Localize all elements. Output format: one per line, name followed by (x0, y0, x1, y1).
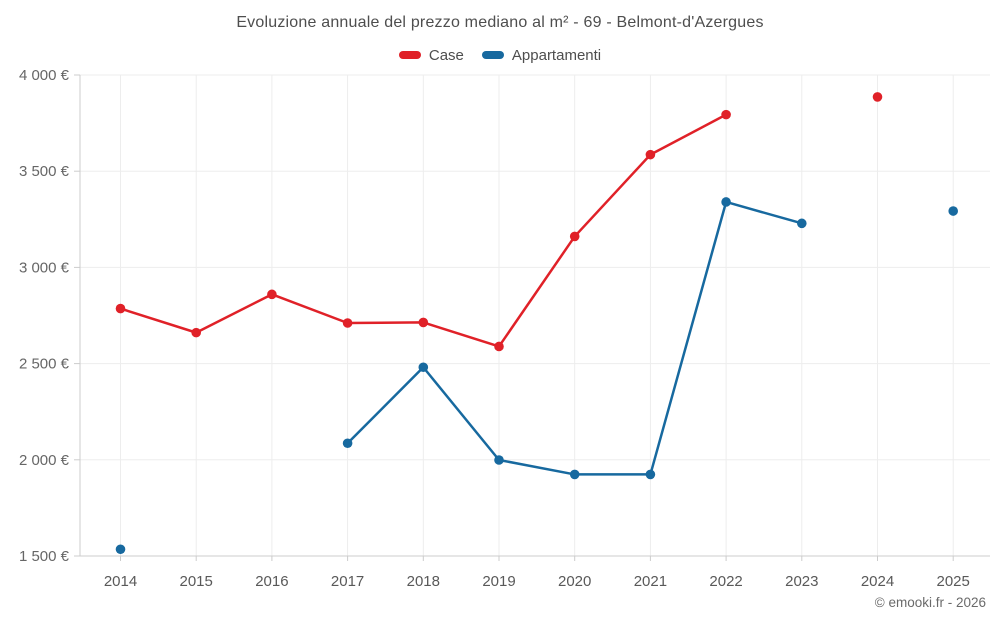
case-point-2014[interactable] (115, 303, 126, 314)
case-point-2017[interactable] (342, 318, 353, 328)
y-tick-label: 2 000 € (19, 452, 70, 469)
appartamenti-point-2018[interactable] (418, 362, 429, 373)
x-tick-label: 2015 (180, 573, 213, 590)
appartamenti-point-2025[interactable] (948, 206, 958, 216)
legend-item-appartamenti[interactable]: Appartamenti (481, 46, 602, 64)
appartamenti-point-2019[interactable] (494, 455, 504, 465)
x-tick-label: 2024 (861, 573, 894, 590)
x-tick-label: 2023 (785, 573, 818, 590)
appartamenti-point-2021[interactable] (645, 469, 656, 480)
y-tick-label: 4 000 € (19, 67, 70, 84)
case-legend-swatch-icon (398, 51, 421, 59)
appartamenti-point-2023[interactable] (797, 218, 807, 229)
case-point-2016[interactable] (267, 289, 277, 300)
y-tick-label: 2 500 € (19, 356, 70, 373)
appartamenti-point-2022[interactable] (721, 197, 731, 207)
y-tick-label: 1 500 € (19, 548, 70, 565)
case-point-2022[interactable] (721, 109, 731, 120)
y-tick-label: 3 000 € (19, 259, 70, 276)
chart-title: Evoluzione annuale del prezzo mediano al… (236, 14, 764, 31)
x-tick-label: 2022 (709, 573, 742, 590)
x-tick-label: 2021 (634, 573, 667, 590)
x-tick-label: 2016 (255, 573, 288, 590)
appartamenti-point-2014[interactable] (115, 544, 126, 555)
appartamenti-legend-swatch-icon (481, 51, 504, 59)
appartamenti-point-2017[interactable] (342, 438, 353, 449)
legend-item-label: Appartamenti (511, 46, 602, 64)
x-tick-label: 2017 (331, 573, 364, 590)
legend-item-case[interactable]: Case (398, 46, 464, 64)
x-tick-label: 2025 (937, 573, 970, 590)
case-point-2024[interactable] (872, 92, 883, 102)
appartamenti-point-2020[interactable] (569, 469, 580, 480)
x-tick-label: 2014 (104, 573, 137, 590)
legend-item-label: Case (428, 46, 464, 64)
case-point-2015[interactable] (191, 327, 201, 338)
y-tick-label: 3 500 € (19, 163, 70, 180)
case-point-2019[interactable] (494, 341, 504, 352)
chart-legend: Case Appartamenti (0, 44, 1000, 66)
case-point-2020[interactable] (569, 231, 580, 242)
x-tick-label: 2018 (407, 573, 440, 590)
case-point-2021[interactable] (645, 149, 656, 160)
copyright-footer: © emooki.fr - 2026 (874, 595, 986, 610)
x-tick-label: 2020 (558, 573, 591, 590)
x-tick-label: 2019 (482, 573, 515, 590)
case-point-2018[interactable] (418, 317, 429, 328)
